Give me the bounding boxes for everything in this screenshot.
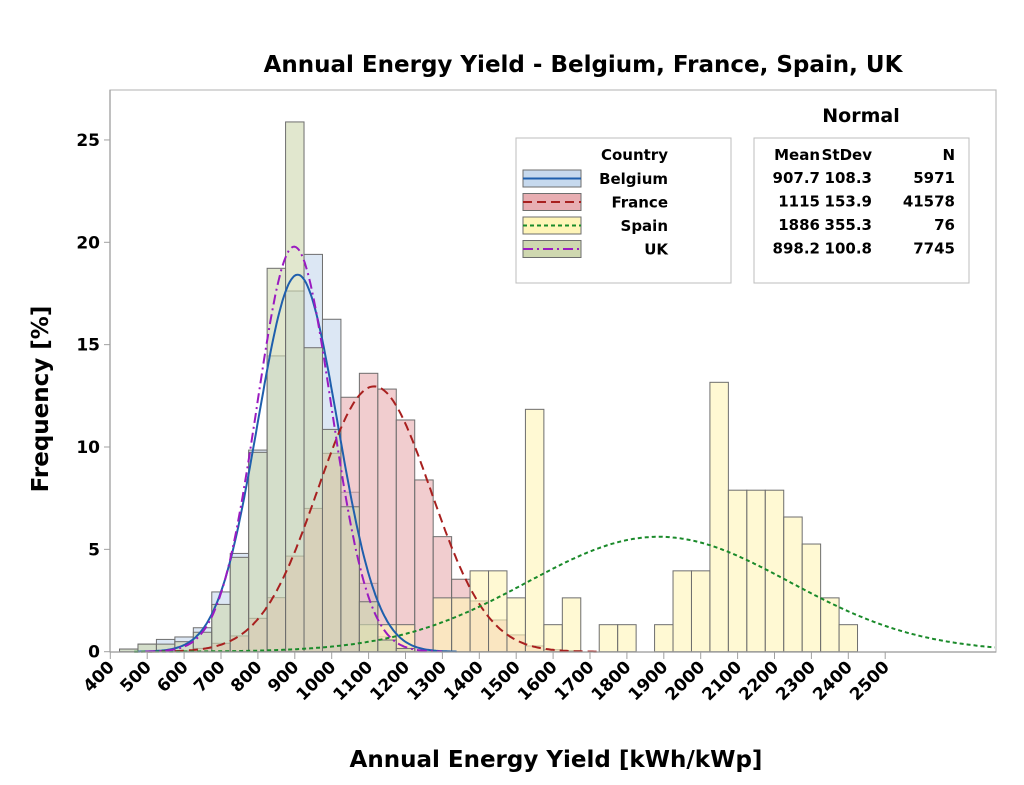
bar-spain-1400 <box>469 570 490 653</box>
x-tick-label: 2400 <box>809 657 857 705</box>
fit-table-header: Mean <box>774 146 820 164</box>
fit-curve-spain <box>134 535 995 653</box>
x-tick-label: 1600 <box>514 657 562 705</box>
fit-table-cell: 355.3 <box>825 216 872 234</box>
series-spain-bars <box>358 381 859 653</box>
x-tick-label: 800 <box>227 657 266 696</box>
legend-entry-belgium: Belgium <box>522 169 668 188</box>
legend-entry-uk: UK <box>522 240 669 259</box>
bar-uk-1150 <box>377 639 397 653</box>
bar-uk-1000 <box>321 428 342 653</box>
bar-uk-800 <box>248 451 268 653</box>
x-tick-label: 1900 <box>625 657 673 705</box>
bar-spain-2000 <box>690 570 711 653</box>
y-axis-label: Frequency [%] <box>28 306 54 493</box>
x-tick-label: 1500 <box>477 657 525 705</box>
bar-spain-1600 <box>543 624 563 653</box>
x-tick-label: 1300 <box>403 657 451 705</box>
bar-spain-1800 <box>617 624 637 653</box>
fit-table-cell: 1886 <box>778 216 820 234</box>
bar-spain-2050 <box>709 381 729 653</box>
y-tick-label: 20 <box>76 233 100 253</box>
x-tick-label: 2200 <box>735 657 783 705</box>
y-tick-label: 15 <box>76 336 100 356</box>
bar-spain-1900 <box>654 624 674 653</box>
x-tick-label: 2000 <box>662 657 710 705</box>
x-tick-label: 500 <box>116 657 155 696</box>
legend-entry-spain: Spain <box>522 216 668 235</box>
y-tick-label: 0 <box>88 643 100 663</box>
fit-curve-uk <box>145 245 443 653</box>
legend: Country Belgium France Spain UK <box>515 137 732 284</box>
bar-spain-1350 <box>451 597 471 653</box>
bar-spain-2300 <box>801 543 822 653</box>
bar-spain-1650 <box>561 597 582 653</box>
series-uk-bars <box>119 121 416 653</box>
legend-label: Spain <box>621 217 668 235</box>
fit-table-cell: 76 <box>934 216 955 234</box>
bar-spain-1750 <box>598 624 619 653</box>
fit-table-cell: 7745 <box>913 240 955 258</box>
x-tick-label: 1800 <box>588 657 636 705</box>
x-tick-label: 1200 <box>366 657 414 705</box>
bar-france-1150 <box>377 388 397 653</box>
fit-table-title: Normal <box>822 105 899 127</box>
x-tick-label: 1400 <box>440 657 488 705</box>
bar-france-1200 <box>395 419 416 653</box>
fit-table-box <box>753 137 970 284</box>
x-tick-label: 700 <box>190 657 229 696</box>
fit-table-cell: 898.2 <box>773 240 820 258</box>
legend-entry-france: France <box>522 193 668 212</box>
fit-curve-france <box>147 385 601 653</box>
fit-table-cell: 5971 <box>913 169 955 187</box>
bar-spain-2400 <box>838 624 859 653</box>
y-tick-label: 25 <box>76 131 100 151</box>
bar-spain-2100 <box>727 489 748 653</box>
x-tick-label: 1000 <box>293 657 341 705</box>
legend-entries: Belgium France Spain UK <box>522 169 669 259</box>
fit-table-cell: 907.7 <box>773 169 820 187</box>
legend-label: Belgium <box>599 170 668 188</box>
bar-france-1250 <box>414 479 434 653</box>
x-tick-label: 400 <box>80 657 119 696</box>
fit-curves-layer <box>134 245 995 653</box>
x-axis-label: Annual Energy Yield [kWh/kWp] <box>350 747 763 773</box>
bars-layer <box>119 121 859 653</box>
fit-table-cell: 100.8 <box>825 240 872 258</box>
x-tick-label: 2300 <box>772 657 820 705</box>
bar-uk-750 <box>229 556 250 653</box>
y-tick-label: 5 <box>88 540 100 560</box>
fit-table: Normal Mean StDev N 907.7 108.3 5971 1115 153.9… <box>753 105 970 284</box>
y-tick-label: 10 <box>76 438 100 458</box>
legend-label: France <box>611 194 668 212</box>
fit-table-header: StDev <box>822 146 873 164</box>
fit-table-cell: 41578 <box>903 193 955 211</box>
x-tick-label: 600 <box>153 657 192 696</box>
bar-spain-2250 <box>783 516 803 653</box>
bar-spain-1950 <box>672 570 692 653</box>
x-tick-label: 2100 <box>699 657 747 705</box>
x-tick-label: 2500 <box>846 657 894 705</box>
legend-title: Country <box>601 146 668 164</box>
legend-label: UK <box>644 241 669 259</box>
bar-uk-1100 <box>358 601 379 653</box>
bar-spain-1450 <box>488 570 508 653</box>
fit-table-cell: 108.3 <box>825 169 872 187</box>
bar-spain-1550 <box>524 408 545 653</box>
fit-table-cells: Mean StDev N 907.7 108.3 5971 1115 153.9 41578 18… <box>773 146 955 258</box>
fit-table-cell: 153.9 <box>825 193 872 211</box>
bar-spain-2150 <box>746 489 766 653</box>
x-tick-label: 1100 <box>330 657 378 705</box>
x-tick-label: 1700 <box>551 657 599 705</box>
chart-title: Annual Energy Yield - Belgium, France, S… <box>264 52 904 78</box>
fit-table-header: N <box>942 146 955 164</box>
fit-table-cell: 1115 <box>778 193 820 211</box>
fit-curve-belgium <box>137 273 457 653</box>
bar-uk-900 <box>285 121 305 653</box>
